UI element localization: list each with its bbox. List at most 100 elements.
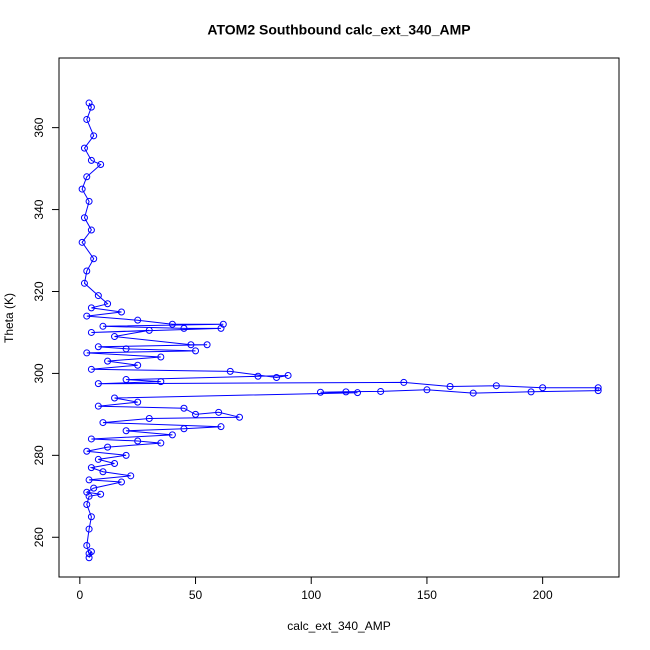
- data-point: [85, 554, 93, 562]
- data-point: [94, 380, 102, 388]
- data-point: [134, 437, 142, 445]
- data-point: [127, 472, 135, 480]
- data-point: [94, 455, 102, 463]
- y-tick-label: 360: [32, 117, 46, 137]
- data-point: [377, 387, 385, 395]
- data-point: [342, 388, 350, 396]
- data-point: [354, 389, 362, 397]
- data-point: [80, 214, 88, 222]
- data-point: [316, 388, 324, 396]
- data-point: [219, 320, 227, 328]
- x-tick-label: 100: [301, 588, 321, 602]
- data-point: [157, 378, 165, 386]
- data-point: [85, 525, 93, 533]
- data-point: [83, 488, 91, 496]
- data-point: [94, 343, 102, 351]
- data-point: [85, 99, 93, 107]
- data-point: [122, 427, 130, 435]
- data-point: [192, 410, 200, 418]
- data-point: [469, 389, 477, 397]
- data-point: [97, 490, 105, 498]
- data-point: [217, 324, 225, 332]
- data-point: [254, 372, 262, 380]
- x-tick-label: 50: [189, 588, 203, 602]
- data-point: [192, 347, 200, 355]
- data-point: [99, 468, 107, 476]
- data-point: [83, 349, 91, 357]
- data-point: [87, 156, 95, 164]
- data-point: [492, 382, 500, 390]
- chart-title: ATOM2 Southbound calc_ext_340_AMP: [207, 22, 470, 38]
- data-point: [400, 378, 408, 386]
- data-point: [104, 300, 112, 308]
- data-point: [78, 238, 86, 246]
- data-point: [83, 115, 91, 123]
- data-point: [157, 353, 165, 361]
- data-point: [423, 386, 431, 394]
- data-point: [85, 197, 93, 205]
- data-point: [284, 371, 292, 379]
- data-point: [83, 541, 91, 549]
- data-point: [539, 384, 547, 392]
- y-axis-label: Theta (K): [2, 293, 16, 343]
- y-tick-label: 300: [32, 363, 46, 383]
- data-point: [134, 361, 142, 369]
- data-point: [594, 384, 602, 392]
- data-point: [83, 500, 91, 508]
- data-point: [117, 308, 125, 316]
- data-point: [180, 404, 188, 412]
- data-point: [117, 478, 125, 486]
- data-point: [235, 413, 243, 421]
- data-point: [90, 484, 98, 492]
- data-point: [87, 548, 95, 556]
- data-point: [594, 387, 602, 395]
- data-line: [81, 102, 599, 558]
- x-tick-label: 200: [533, 588, 553, 602]
- data-point: [527, 388, 535, 396]
- data-point: [99, 419, 107, 427]
- data-point: [203, 341, 211, 349]
- y-tick-label: 260: [32, 527, 46, 547]
- data-point: [85, 492, 93, 500]
- data-point: [273, 374, 281, 382]
- data-point: [145, 326, 153, 334]
- data-point: [87, 513, 95, 521]
- x-tick-label: 150: [417, 588, 437, 602]
- data-point: [85, 476, 93, 484]
- data-point: [217, 423, 225, 431]
- data-point: [168, 431, 176, 439]
- data-point: [80, 279, 88, 287]
- data-point: [180, 425, 188, 433]
- data-point: [168, 320, 176, 328]
- data-point: [134, 316, 142, 324]
- data-point: [83, 447, 91, 455]
- data-point: [83, 267, 91, 275]
- data-point: [187, 341, 195, 349]
- data-point: [122, 345, 130, 353]
- data-point: [111, 333, 119, 341]
- data-point: [226, 367, 234, 375]
- x-axis-label: calc_ext_340_AMP: [287, 619, 390, 633]
- data-point: [99, 322, 107, 330]
- data-point: [122, 451, 130, 459]
- data-point: [90, 132, 98, 140]
- data-point: [215, 408, 223, 416]
- data-point: [87, 328, 95, 336]
- data-point: [122, 376, 130, 384]
- data-point: [446, 383, 454, 391]
- data-point: [145, 414, 153, 422]
- data-point: [94, 292, 102, 300]
- y-tick-label: 320: [32, 281, 46, 301]
- data-point: [180, 324, 188, 332]
- data-point: [83, 173, 91, 181]
- data-point: [80, 144, 88, 152]
- data-point: [83, 312, 91, 320]
- data-point: [97, 161, 105, 169]
- data-point: [90, 255, 98, 263]
- y-tick-label: 340: [32, 199, 46, 219]
- data-point: [87, 103, 95, 111]
- data-point: [87, 435, 95, 443]
- data-point: [94, 402, 102, 410]
- data-point: [87, 226, 95, 234]
